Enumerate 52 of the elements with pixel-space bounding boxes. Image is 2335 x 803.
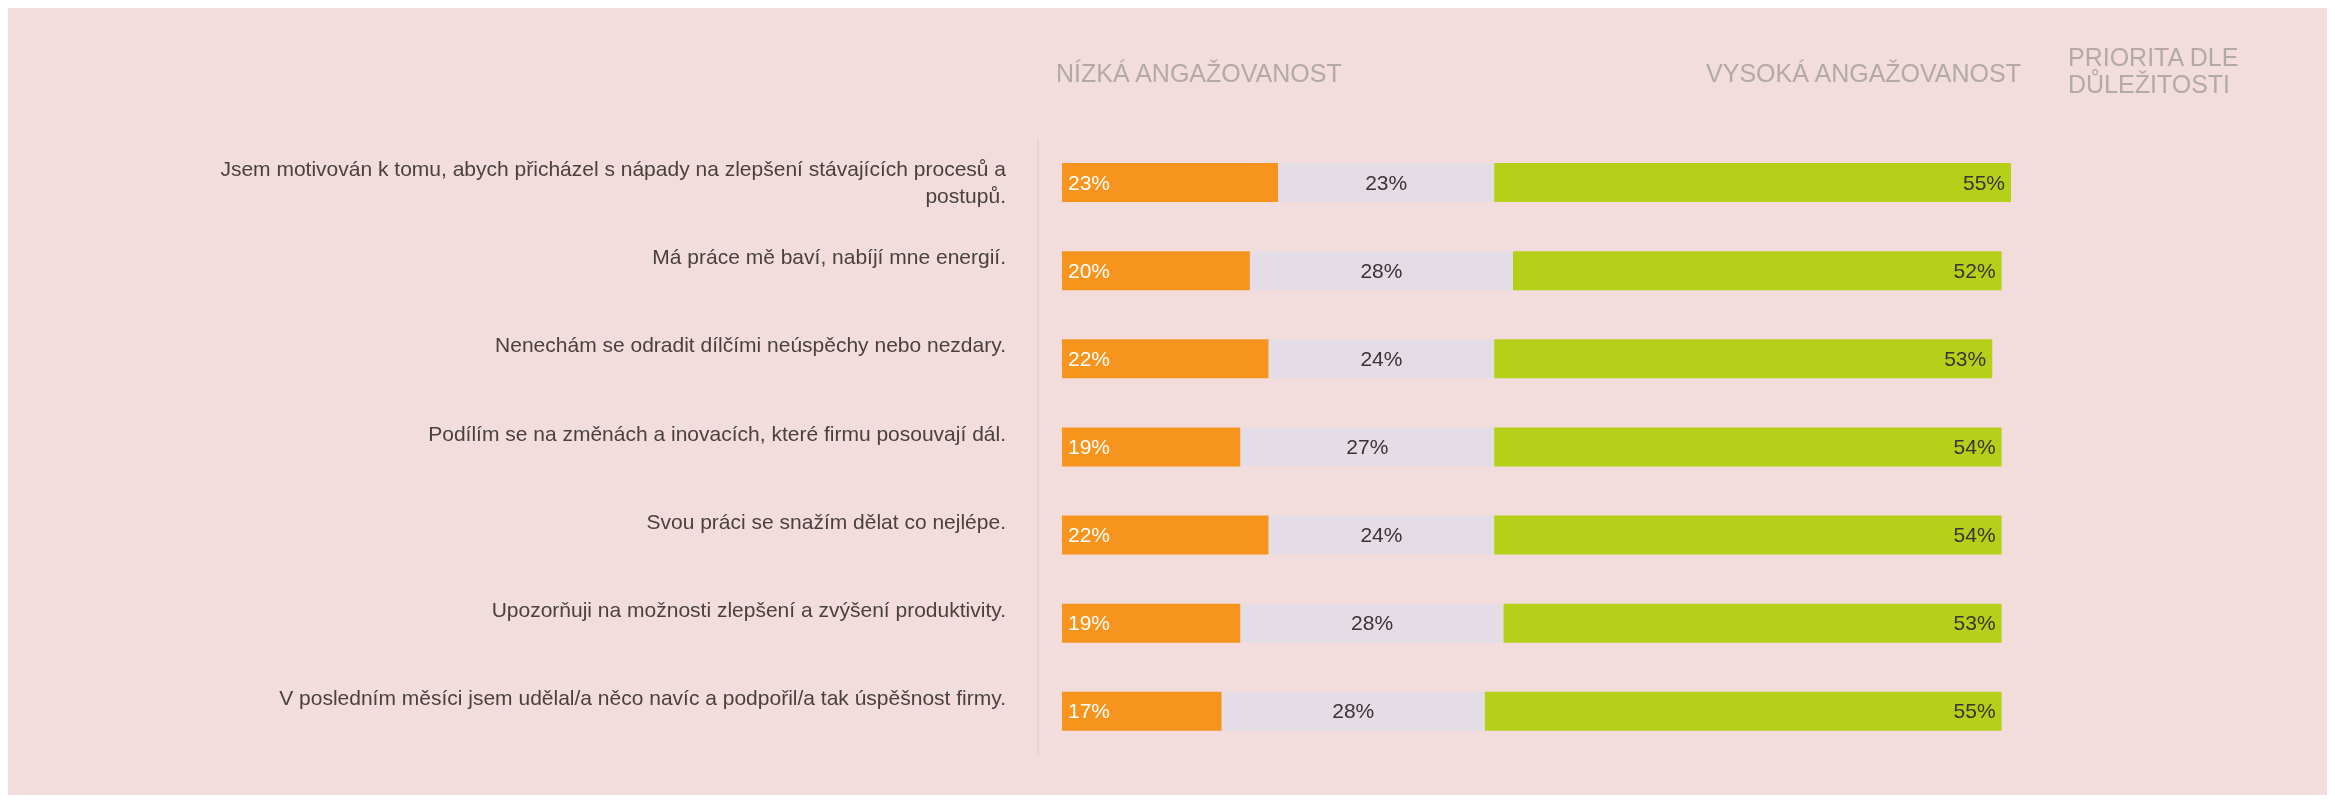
data-label: 23%	[1365, 170, 1408, 194]
data-label: 24%	[1360, 523, 1403, 547]
data-label: 28%	[1351, 611, 1394, 635]
data-label: 54%	[1953, 523, 1996, 547]
data-label: 55%	[1962, 170, 2005, 194]
y-tick-label: Podílím se na změnách a inovacích, které firmu posouvají dál.	[428, 421, 1006, 445]
y-tick-label: Svou práci se snažím dělat co nejlépe.	[646, 509, 1006, 533]
data-label: 28%	[1332, 699, 1375, 723]
bar	[1249, 251, 1514, 291]
data-label: 54%	[1953, 434, 1996, 458]
bar	[1062, 515, 1269, 555]
data-label: 19%	[1068, 611, 1111, 635]
bar	[1268, 515, 1495, 555]
text: PRIORITA DLE DŮLEŽITOSTI	[2068, 43, 2240, 98]
data-label: 53%	[1953, 611, 1996, 635]
bar	[1062, 251, 1250, 291]
bar	[1062, 339, 1269, 379]
y-tick-label: Upozorňuji na možnosti zlepšení a zvýšení produktivity.	[491, 597, 1006, 621]
bar	[1503, 603, 2002, 643]
bar	[1494, 427, 2002, 467]
y-tick-label: V posledním měsíci jsem udělal/a něco navíc a podpořil/a tak úspěšnost firmy.	[279, 685, 1006, 709]
data-label: 17%	[1068, 699, 1111, 723]
data-label: 23%	[1068, 170, 1111, 194]
bar	[1062, 691, 1222, 731]
bar	[1221, 691, 1485, 731]
bar	[1494, 339, 1993, 379]
bar	[1062, 163, 1279, 202]
text: VYSOKÁ ANGAŽOVANOST	[1705, 59, 2021, 87]
bar	[1513, 251, 2002, 291]
bar	[1494, 163, 2011, 202]
data-label: 22%	[1068, 346, 1111, 370]
data-label: 52%	[1953, 258, 1996, 282]
bar	[1268, 339, 1495, 379]
y-tick-label: Má práce mě baví, nabíjí mne energií.	[652, 245, 1006, 269]
text: NÍZKÁ ANGAŽOVANOST	[1056, 59, 1343, 87]
bar	[1278, 163, 1495, 202]
data-label: 28%	[1360, 258, 1403, 282]
bar	[1484, 691, 2002, 731]
data-label: 22%	[1068, 523, 1111, 547]
data-label: 19%	[1068, 434, 1111, 458]
data-label: 27%	[1346, 434, 1389, 458]
bar	[1062, 427, 1241, 467]
data-label: 24%	[1360, 346, 1403, 370]
y-tick-label: Jsem motivován k tomu, abych přicházel s nápady na zlepšení stávajících procesů a postupů.	[220, 157, 1007, 208]
bar	[1240, 603, 1504, 643]
bar	[1494, 515, 2002, 555]
bar	[1062, 603, 1241, 643]
bar	[1240, 427, 1495, 467]
data-label: 20%	[1068, 258, 1111, 282]
data-label: 55%	[1953, 699, 1996, 723]
data-label: 53%	[1944, 346, 1987, 370]
y-tick-label: Nenechám se odradit dílčími neúspěchy nebo nezdary.	[495, 333, 1006, 357]
